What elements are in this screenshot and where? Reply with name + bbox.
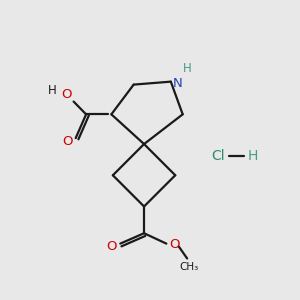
Text: O: O: [62, 135, 73, 148]
Text: H: H: [47, 84, 56, 97]
Text: Cl: Cl: [212, 149, 225, 163]
Text: O: O: [61, 88, 72, 101]
Text: H: H: [248, 149, 258, 163]
Text: O: O: [107, 239, 117, 253]
Text: H: H: [183, 62, 191, 75]
Text: CH₃: CH₃: [179, 262, 198, 272]
Text: O: O: [169, 238, 180, 251]
Text: N: N: [172, 76, 182, 90]
